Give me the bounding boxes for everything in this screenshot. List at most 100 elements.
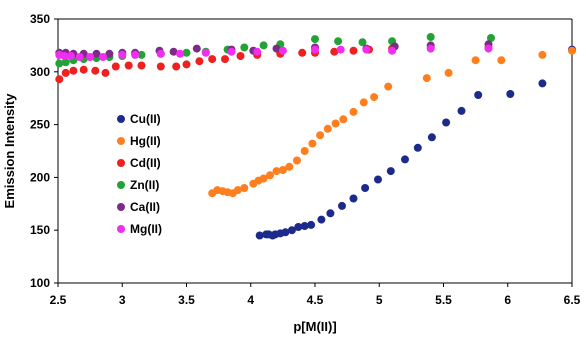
- legend: Cu(II) Hg(II) Cd(II) Zn(II) Ca(II) Mg(II): [117, 112, 162, 236]
- legend-marker: [117, 203, 125, 211]
- data-point: [331, 119, 340, 128]
- data-point: [374, 175, 382, 184]
- series-cd-ii: [55, 43, 493, 84]
- data-point: [317, 215, 326, 224]
- data-point: [99, 53, 107, 61]
- data-point: [221, 55, 229, 64]
- data-point: [293, 156, 301, 165]
- data-point: [259, 174, 268, 183]
- legend-label: Zn(II): [130, 178, 159, 192]
- data-point: [240, 43, 249, 52]
- data-point: [311, 45, 319, 54]
- data-point: [349, 46, 358, 55]
- data-point: [156, 62, 165, 71]
- data-point: [240, 184, 249, 192]
- series-hg-ii: [208, 46, 576, 198]
- data-point: [266, 171, 274, 180]
- data-point: [497, 56, 506, 65]
- data-point: [131, 50, 140, 59]
- y-tick-label: 100: [30, 276, 50, 290]
- data-point: [388, 46, 397, 55]
- data-points: [55, 33, 576, 240]
- data-point: [422, 74, 431, 83]
- data-point: [272, 167, 281, 176]
- data-point: [169, 47, 178, 56]
- data-point: [182, 60, 191, 69]
- data-point: [278, 46, 287, 55]
- x-ticks: 2.5 3 3.5 4 4.5 5 5.5 6 6.5: [50, 283, 581, 307]
- data-point: [471, 56, 480, 65]
- data-point: [255, 231, 264, 240]
- y-tick-label: 150: [30, 223, 50, 237]
- data-point: [253, 47, 262, 56]
- data-point: [156, 49, 165, 58]
- data-point: [538, 79, 547, 88]
- data-point: [61, 68, 70, 77]
- data-point: [361, 184, 370, 192]
- data-point: [386, 167, 395, 176]
- data-point: [176, 49, 185, 58]
- data-point: [137, 61, 146, 70]
- data-point: [300, 147, 309, 155]
- data-point: [227, 47, 236, 56]
- data-point: [362, 45, 371, 54]
- data-point: [349, 107, 358, 116]
- data-point: [349, 194, 358, 203]
- data-point: [172, 62, 181, 71]
- y-tick-label: 300: [30, 65, 50, 79]
- data-point: [326, 209, 335, 218]
- data-point: [330, 47, 339, 56]
- x-tick-label: 3.5: [178, 293, 195, 307]
- data-point: [55, 59, 64, 68]
- x-tick-label: 3: [119, 293, 126, 307]
- data-point: [61, 58, 70, 67]
- data-point: [294, 223, 303, 231]
- data-point: [300, 222, 309, 230]
- data-point: [538, 50, 547, 59]
- legend-label: Ca(II): [130, 200, 160, 214]
- y-tick-label: 350: [30, 12, 50, 26]
- data-point: [60, 52, 69, 60]
- data-point: [334, 37, 343, 46]
- data-point: [370, 93, 379, 102]
- data-point: [285, 162, 294, 171]
- data-point: [287, 226, 296, 235]
- data-point: [316, 131, 325, 140]
- data-point: [236, 52, 245, 60]
- data-point: [339, 115, 348, 124]
- data-point: [426, 44, 435, 53]
- data-point: [182, 48, 191, 57]
- y-tick-label: 200: [30, 170, 50, 184]
- data-point: [308, 139, 317, 148]
- data-point: [338, 201, 346, 210]
- data-point: [401, 155, 409, 164]
- data-point: [124, 61, 133, 70]
- data-point: [79, 65, 88, 74]
- data-point: [442, 118, 451, 127]
- x-tick-label: 5.5: [435, 293, 452, 307]
- data-point: [55, 75, 64, 84]
- data-point: [323, 124, 332, 133]
- data-point: [487, 34, 495, 42]
- data-point: [69, 66, 78, 75]
- legend-label: Cu(II): [130, 112, 161, 126]
- data-point: [311, 35, 319, 44]
- y-axis-title: Emission Intensity: [2, 93, 17, 209]
- data-point: [66, 52, 75, 60]
- data-point: [111, 62, 120, 71]
- data-point: [474, 91, 483, 99]
- data-point: [568, 46, 576, 55]
- data-point: [427, 133, 436, 142]
- data-point: [208, 55, 217, 64]
- data-point: [413, 143, 422, 152]
- legend-label: Mg(II): [130, 222, 162, 236]
- data-point: [201, 48, 210, 57]
- y-ticks: 100 150 200 250 300 350: [30, 12, 58, 290]
- data-point: [359, 98, 368, 107]
- data-point: [307, 220, 316, 229]
- data-point: [281, 228, 290, 237]
- data-point: [457, 106, 466, 115]
- data-point: [75, 53, 84, 61]
- x-tick-label: 2.5: [50, 293, 67, 307]
